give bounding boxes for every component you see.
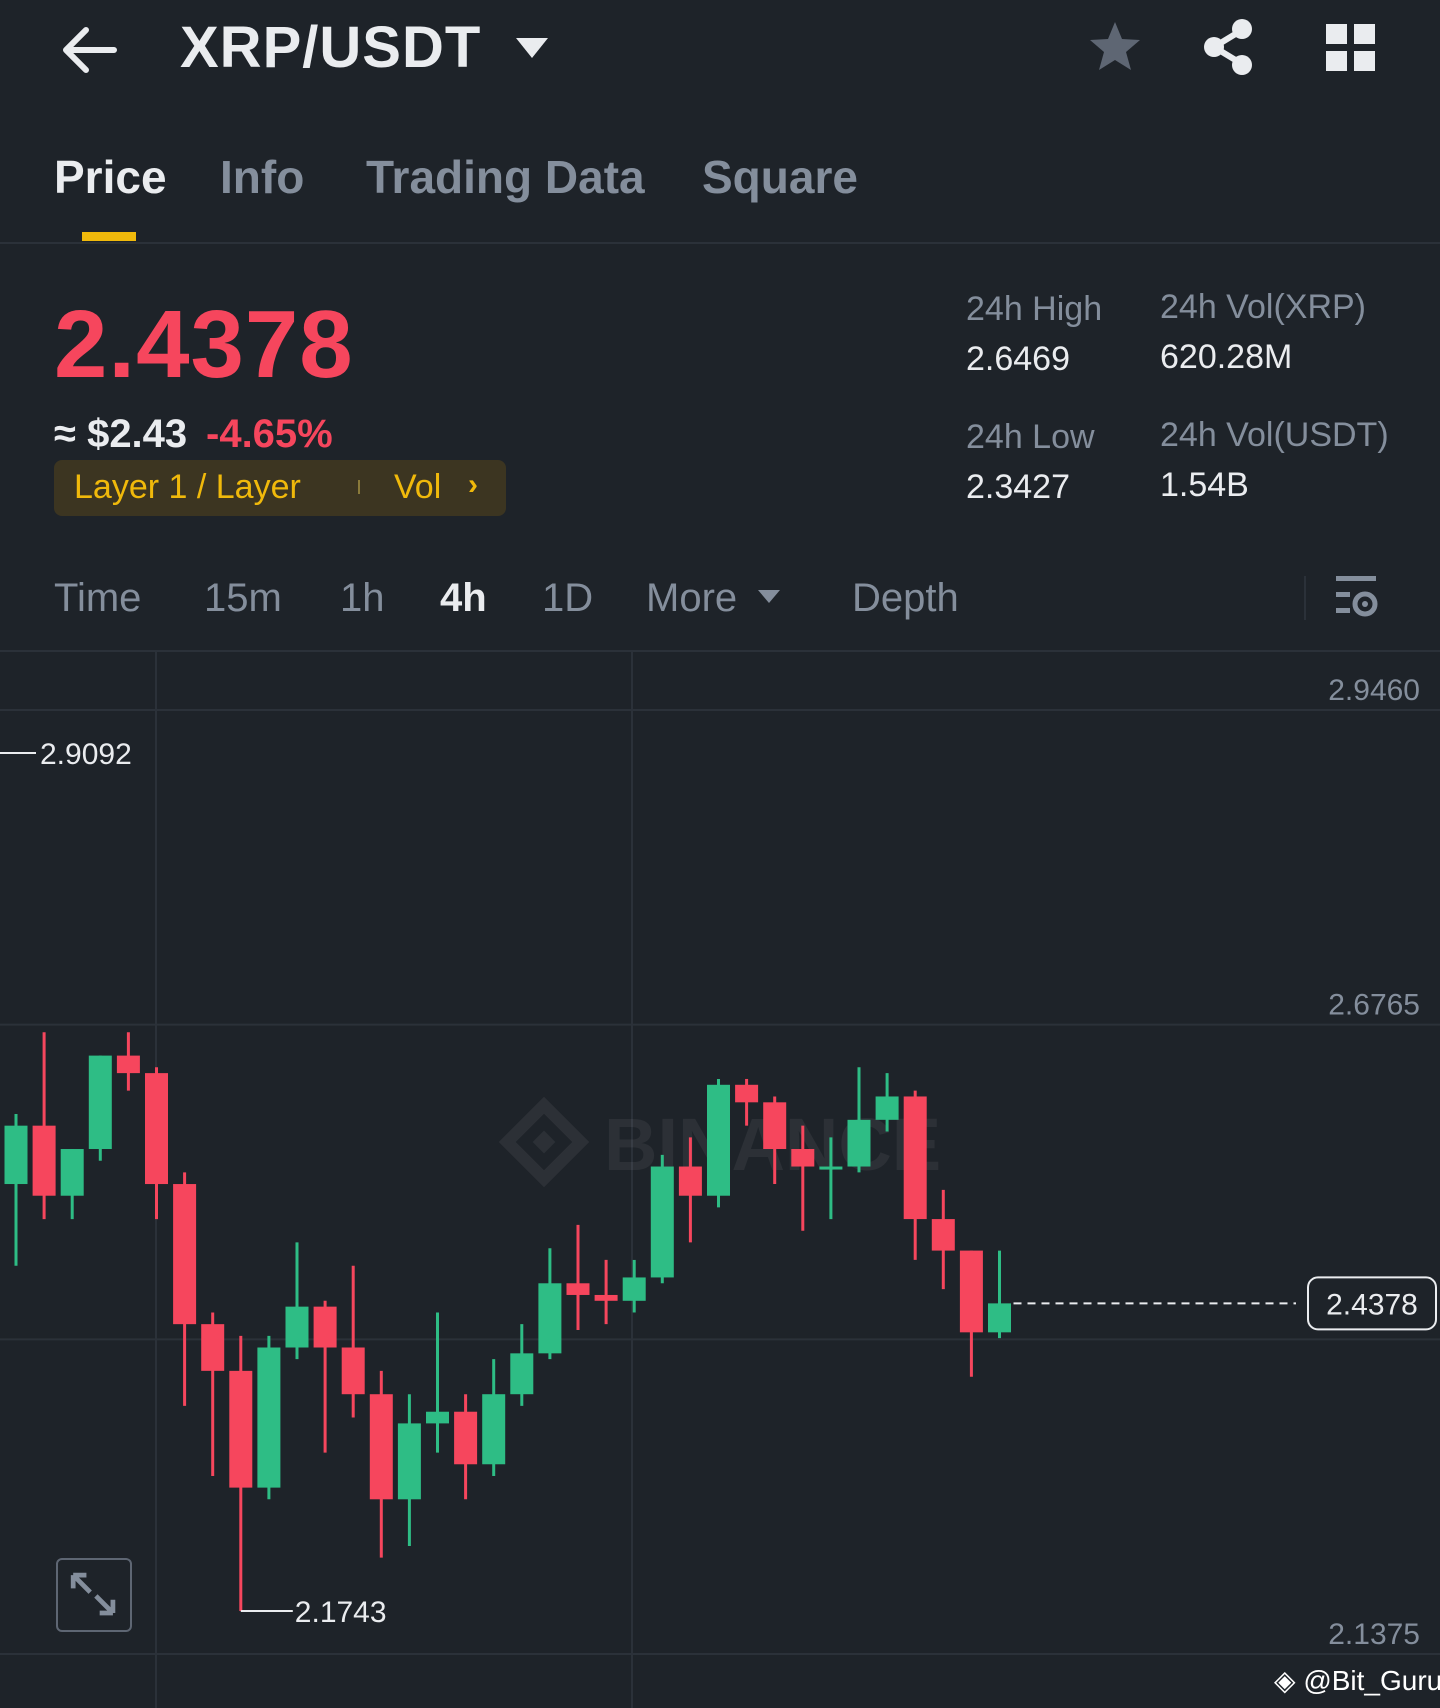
back-arrow-icon[interactable] xyxy=(58,20,122,80)
interval-time[interactable]: Time xyxy=(54,576,142,620)
price-markers: 2.9092 2.1743 2.4378 xyxy=(0,738,1437,1629)
candle-body xyxy=(88,1055,112,1150)
candle-body xyxy=(4,1125,28,1185)
candle-body xyxy=(369,1394,393,1500)
low-24h-value: 2.3427 xyxy=(966,468,1070,506)
credit-text: @Bit_Guru xyxy=(1303,1665,1440,1696)
candle-body xyxy=(426,1411,449,1424)
candle-body xyxy=(594,1294,618,1301)
candle-body xyxy=(397,1423,421,1500)
tab-square[interactable]: Square xyxy=(702,151,858,203)
vol-quote-value: 1.54B xyxy=(1160,466,1249,504)
candle-body xyxy=(707,1084,730,1196)
category-tag[interactable] xyxy=(54,460,506,516)
tab-price[interactable]: Price xyxy=(54,151,167,203)
expand-icon[interactable] xyxy=(56,1558,132,1632)
vol-base-label: 24h Vol(XRP) xyxy=(1160,288,1366,326)
max-marker-label: 2.9092 xyxy=(40,738,132,771)
interval-1d[interactable]: 1D xyxy=(542,576,594,620)
share-icon[interactable] xyxy=(1200,18,1256,76)
category-tag-label[interactable]: Layer 1 / Layer xyxy=(74,468,301,506)
candle-body xyxy=(32,1125,56,1196)
active-tab-indicator xyxy=(82,232,136,241)
pair-title[interactable]: XRP/USDT xyxy=(180,15,482,80)
candles-group xyxy=(4,1032,1011,1612)
interval-15m[interactable]: 15m xyxy=(204,576,282,620)
vol-base-value: 620.28M xyxy=(1160,338,1293,376)
interval-more[interactable]: More xyxy=(646,576,738,620)
chart-settings-icon[interactable] xyxy=(1334,574,1378,620)
tab-depth[interactable]: Depth xyxy=(852,576,959,620)
last-price-box xyxy=(1307,1276,1437,1331)
interval-divider xyxy=(0,650,1440,652)
candle-body xyxy=(763,1102,787,1150)
candle-body xyxy=(791,1149,815,1167)
y-axis-label: 2.9460 xyxy=(1328,674,1420,707)
more-caret-icon[interactable] xyxy=(758,590,780,603)
candle-body xyxy=(650,1166,674,1278)
candle-body xyxy=(566,1283,590,1295)
interval-separator xyxy=(1304,576,1306,620)
candle-body xyxy=(341,1347,365,1395)
candle-body xyxy=(173,1184,197,1325)
candle-body xyxy=(988,1303,1011,1333)
min-marker-label: 2.1743 xyxy=(295,1596,387,1629)
candle-body xyxy=(959,1250,983,1333)
last-price: 2.4378 xyxy=(54,291,354,398)
candle-body xyxy=(482,1394,506,1465)
candle-body xyxy=(903,1096,927,1220)
candle-body xyxy=(931,1219,955,1251)
candle-body xyxy=(201,1324,225,1371)
candle-body xyxy=(60,1149,84,1196)
high-24h-label: 24h High xyxy=(966,290,1103,328)
tab-info[interactable]: Info xyxy=(220,151,305,203)
high-24h-value: 2.6469 xyxy=(966,340,1070,378)
interval-4h[interactable]: 4h xyxy=(440,576,487,620)
star-icon[interactable] xyxy=(1086,18,1144,76)
vol-tag-label[interactable]: Vol xyxy=(394,468,442,506)
credit-logo-icon: ◈ xyxy=(1274,1665,1296,1696)
candle-body xyxy=(285,1306,309,1348)
watermark-credit: ◈ @Bit_Guru xyxy=(1274,1664,1440,1697)
candle-body xyxy=(257,1347,281,1488)
last-price-label: 2.4378 xyxy=(1326,1288,1418,1321)
candle-body xyxy=(116,1055,140,1074)
tag-separator xyxy=(358,480,360,494)
tabs-divider xyxy=(0,242,1440,244)
low-24h-label: 24h Low xyxy=(966,418,1095,456)
candle-body xyxy=(145,1073,168,1185)
interval-1h[interactable]: 1h xyxy=(340,576,385,620)
candle-body xyxy=(454,1411,478,1465)
candle-body xyxy=(847,1119,871,1167)
y-axis-label: 2.6765 xyxy=(1328,989,1420,1022)
caret-down-icon[interactable] xyxy=(516,38,548,58)
candle-body xyxy=(313,1306,337,1348)
candle-body xyxy=(875,1096,899,1120)
chevron-right-icon[interactable]: › xyxy=(468,468,478,501)
candle-body xyxy=(678,1166,702,1196)
candle-body xyxy=(819,1166,843,1170)
change-percent: -4.65% xyxy=(206,412,333,456)
vol-quote-label: 24h Vol(USDT) xyxy=(1160,416,1389,454)
y-axis-label: 2.1375 xyxy=(1328,1618,1420,1651)
candle-body xyxy=(622,1277,646,1301)
candle-body xyxy=(229,1370,253,1488)
usd-price: ≈ $2.43 xyxy=(54,412,188,456)
tab-trading-data[interactable]: Trading Data xyxy=(366,151,645,203)
grid-icon[interactable] xyxy=(1326,24,1376,72)
candle-body xyxy=(538,1283,562,1354)
candle-body xyxy=(510,1353,534,1395)
candle-body xyxy=(735,1084,759,1103)
